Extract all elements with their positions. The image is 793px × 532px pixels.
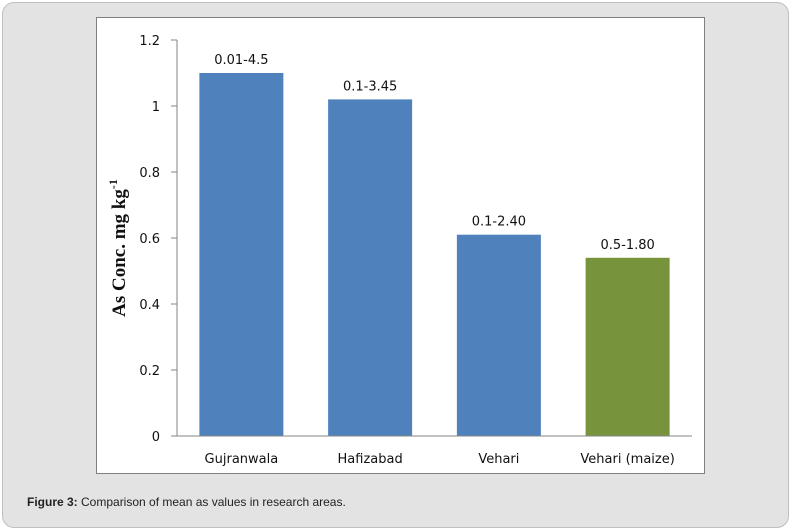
x-category-label: Vehari (maize)	[580, 452, 674, 467]
y-tick-label: 0.6	[139, 232, 160, 247]
y-tick-label: 1	[152, 100, 160, 115]
x-category-label: Gujranwala	[205, 452, 279, 467]
bar	[199, 73, 284, 436]
bar	[328, 99, 413, 437]
bar	[585, 257, 670, 436]
y-tick-label: 0.8	[139, 166, 160, 181]
bar-data-label: 0.1-2.40	[472, 215, 526, 230]
y-axis-title-superscript: -1	[106, 179, 120, 189]
bar	[456, 234, 541, 436]
y-axis-title: As Conc. mg kg-1	[106, 179, 130, 317]
chart-area: 0 0.2 0.4 0.6 0.8 1 1.2 0.01-4.5 0.1-3.45 0.1-2.…	[96, 17, 705, 474]
x-category-label: Hafizabad	[338, 452, 403, 467]
x-category-label: Vehari	[478, 452, 519, 467]
bar-data-label: 0.01-4.5	[214, 53, 268, 68]
y-axis-title-main: As Conc. mg kg	[109, 189, 130, 317]
caption-label: Figure 3:	[27, 495, 78, 509]
y-tick-label: 0.2	[139, 364, 160, 379]
caption-text: Comparison of mean as values in research…	[77, 495, 346, 509]
bar-data-label: 0.5-1.80	[600, 238, 654, 253]
y-tick-label: 0.4	[139, 298, 160, 313]
bar-data-label: 0.1-3.45	[343, 79, 397, 94]
bar-chart: 0 0.2 0.4 0.6 0.8 1 1.2 0.01-4.5 0.1-3.45 0.1-2.…	[106, 34, 692, 467]
y-tick-label: 0	[152, 430, 160, 445]
figure-caption: Figure 3: Comparison of mean as values i…	[27, 495, 346, 509]
y-tick-label: 1.2	[139, 34, 160, 49]
